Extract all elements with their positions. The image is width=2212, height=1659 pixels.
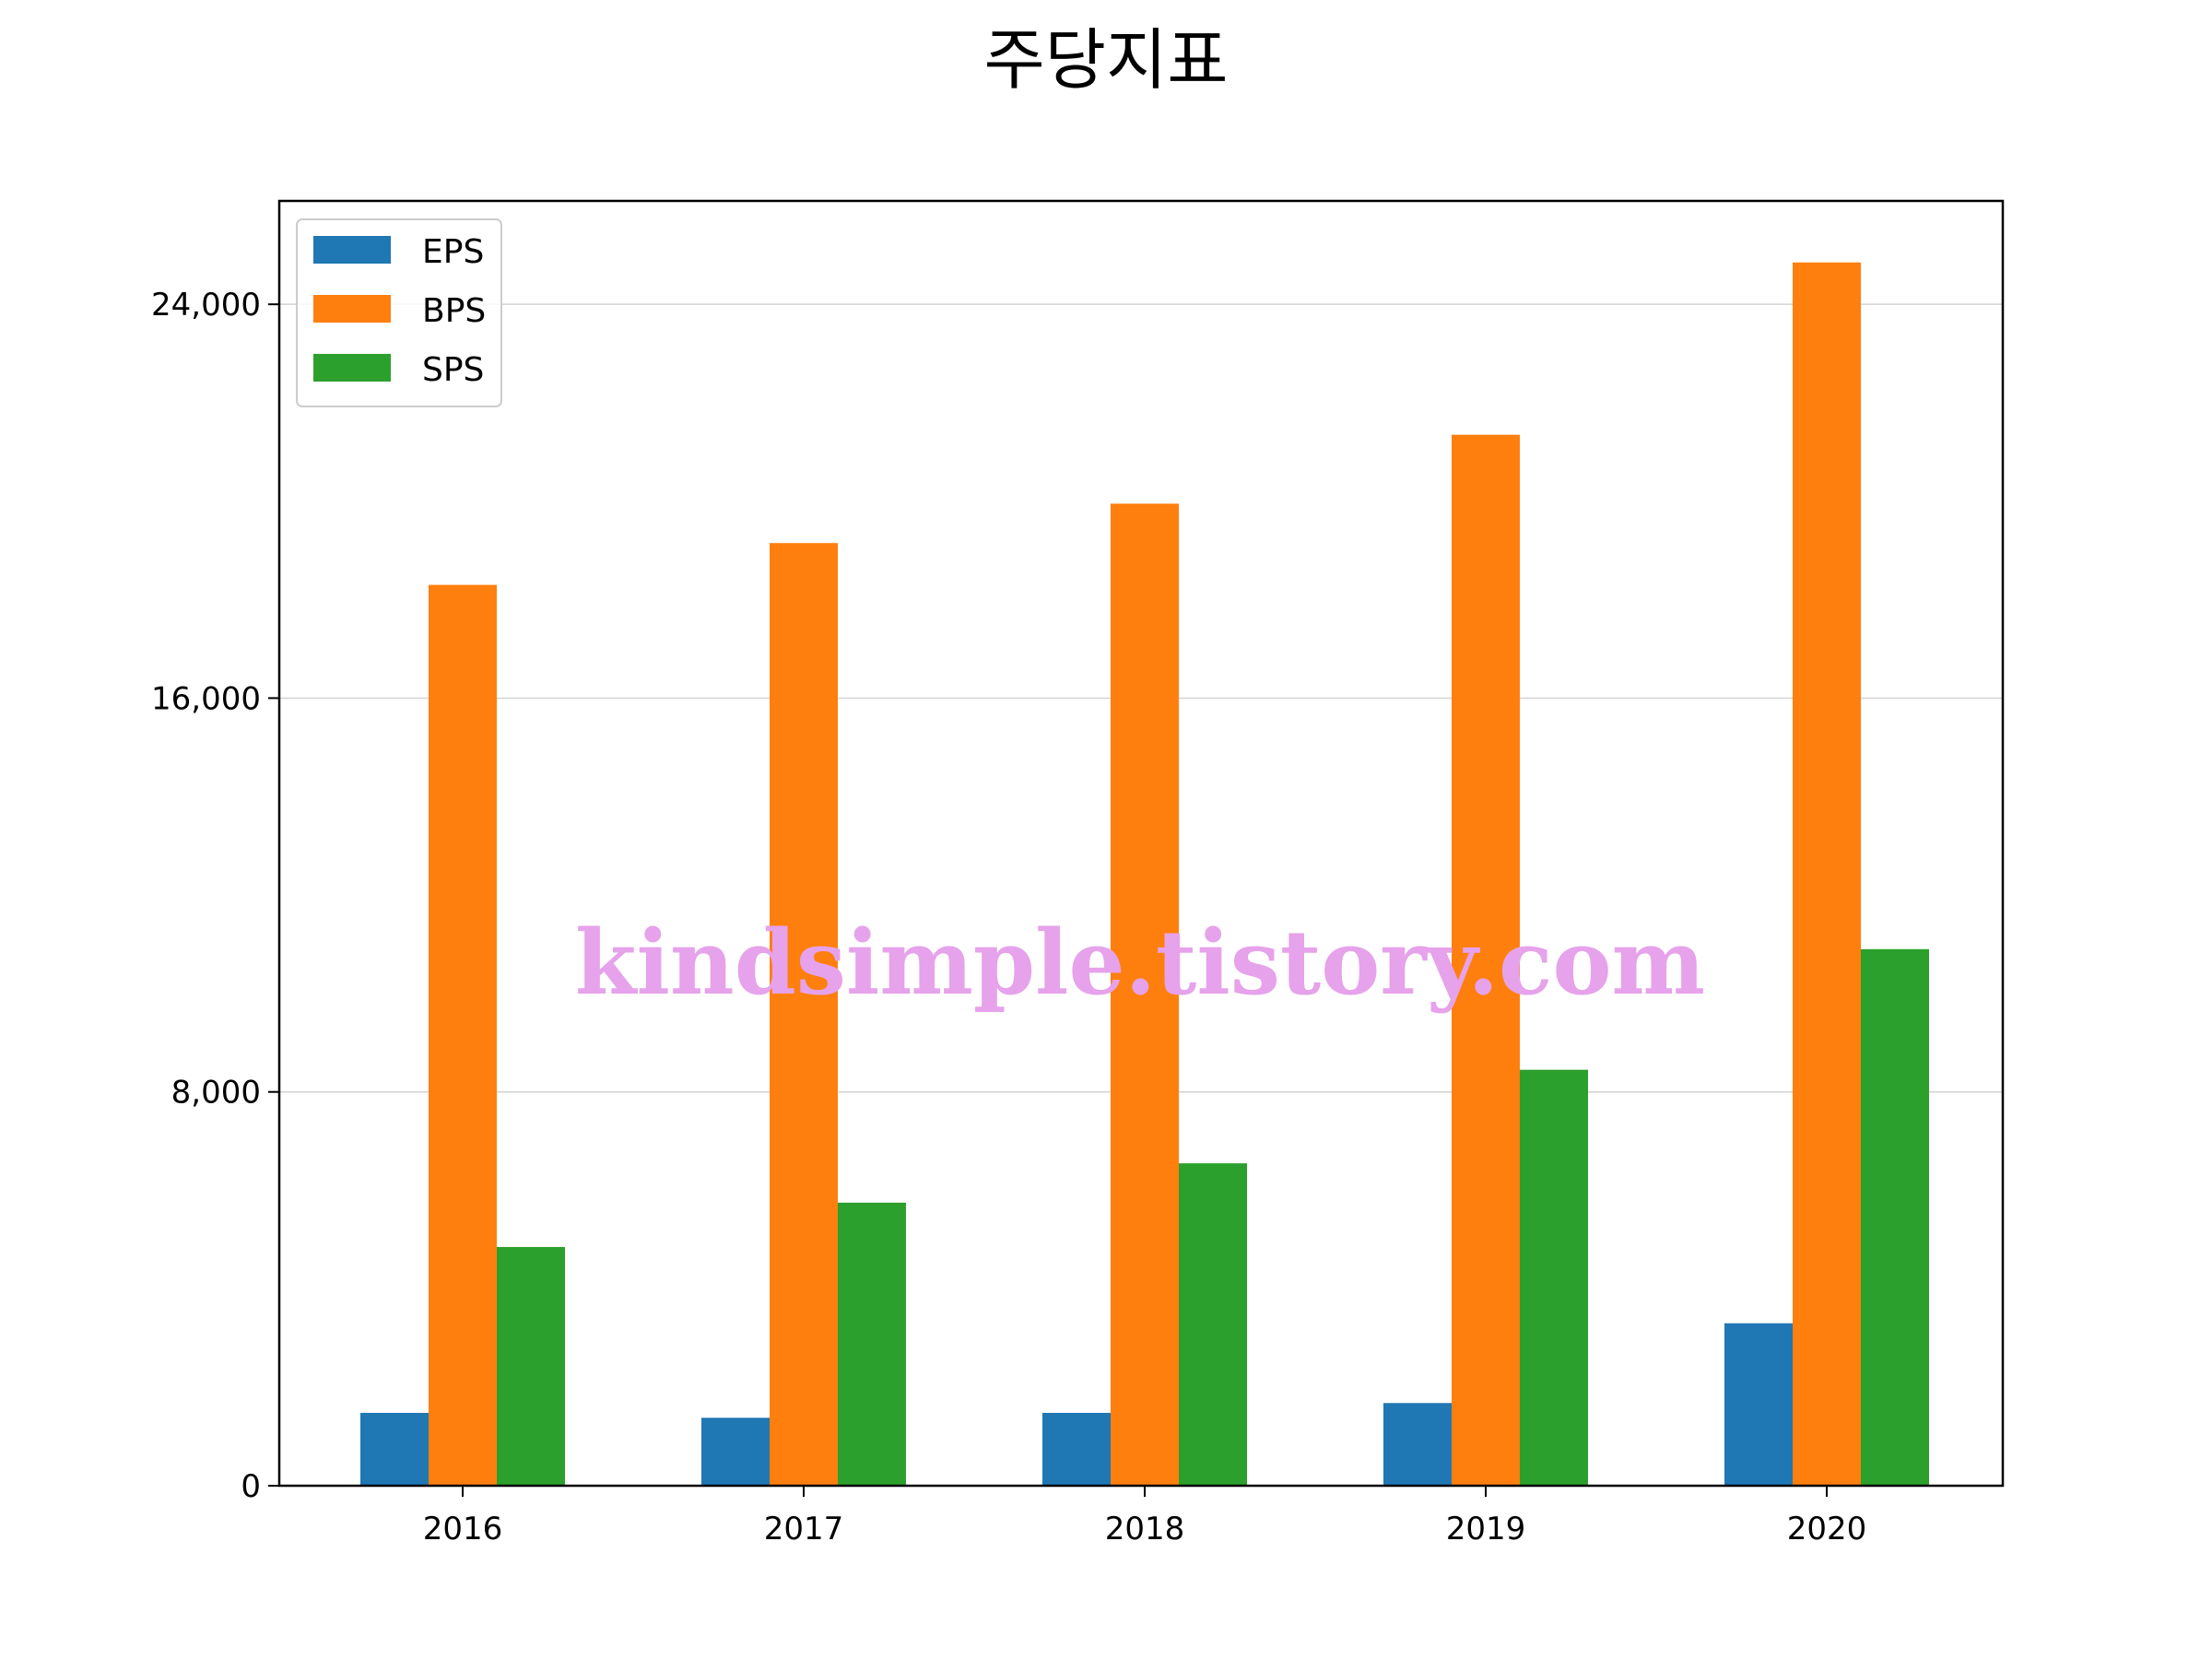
bar-eps-2020 <box>1724 1323 1793 1486</box>
bar-eps-2019 <box>1383 1403 1452 1486</box>
bar-eps-2018 <box>1042 1412 1111 1486</box>
bars <box>360 262 1929 1487</box>
x-tick-label: 2016 <box>423 1511 503 1547</box>
y-tick-label: 16,000 <box>151 680 261 717</box>
bar-sps-2016 <box>497 1246 565 1486</box>
x-tick-label: 2017 <box>764 1511 844 1547</box>
y-tick-label: 24,000 <box>151 287 261 324</box>
legend-label-bps: BPS <box>422 292 486 330</box>
y-axis: 0 8,000 16,000 24,000 <box>151 287 279 1505</box>
bar-bps-2019 <box>1452 434 1520 1487</box>
legend-swatch-bps <box>313 295 391 323</box>
x-axis: 2016 2017 2018 2019 2020 <box>423 1486 1867 1547</box>
bar-sps-2018 <box>1179 1163 1247 1486</box>
bar-sps-2017 <box>838 1202 906 1486</box>
plot-frame <box>277 199 2005 1488</box>
x-tick-label: 2018 <box>1105 1511 1185 1547</box>
y-tick-label: 0 <box>241 1468 261 1505</box>
bar-eps-2017 <box>701 1418 770 1486</box>
bar-sps-2019 <box>1520 1069 1588 1486</box>
bar-bps-2020 <box>1793 262 1861 1486</box>
bar-bps-2018 <box>1111 503 1179 1487</box>
bar-bps-2016 <box>429 584 497 1486</box>
legend-label-sps: SPS <box>422 351 484 389</box>
bar-bps-2017 <box>770 543 838 1486</box>
y-tick-label: 8,000 <box>171 1075 261 1112</box>
chart-title: 주당지표 <box>984 21 1229 99</box>
bar-sps-2020 <box>1861 948 1929 1486</box>
x-tick-label: 2020 <box>1787 1511 1867 1547</box>
watermark-text: kindsimple.tistory.com <box>575 911 1705 1015</box>
legend-swatch-eps <box>313 236 391 264</box>
legend-label-eps: EPS <box>422 233 484 271</box>
legend: EPS BPS SPS <box>296 218 502 407</box>
x-tick-label: 2019 <box>1446 1511 1526 1547</box>
bar-eps-2016 <box>360 1412 429 1486</box>
legend-swatch-sps <box>313 354 391 382</box>
